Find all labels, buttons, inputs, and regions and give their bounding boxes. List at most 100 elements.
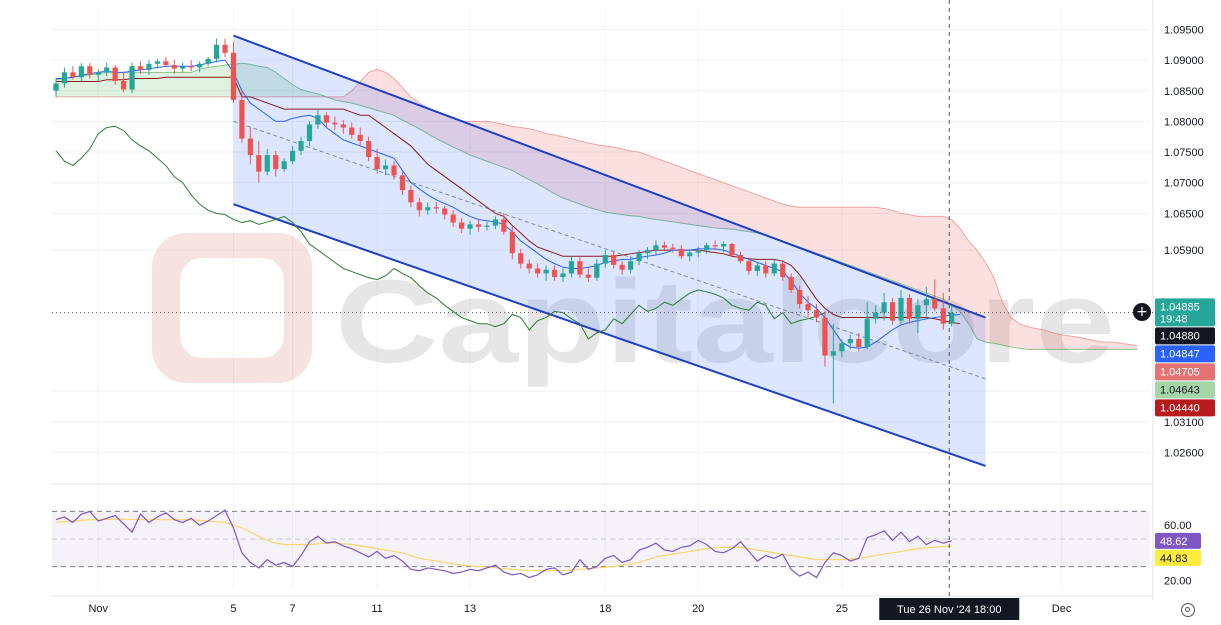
candle-body <box>197 63 203 68</box>
rsi-ma-badge <box>1155 549 1201 566</box>
candle-body <box>467 224 473 229</box>
candle-body <box>636 253 642 262</box>
cloud-area <box>326 69 1138 350</box>
candle-body <box>813 310 820 318</box>
price-badge <box>1155 345 1215 363</box>
senkou-span-b-line <box>56 68 1138 347</box>
candle-body <box>720 244 727 247</box>
candle-body <box>628 261 634 270</box>
price-badge <box>1155 381 1215 399</box>
price-badge-label: 1.04643 <box>1160 384 1200 396</box>
candle-body <box>239 99 245 139</box>
candle-body <box>213 44 220 59</box>
x-tick-label: 5 <box>230 603 236 615</box>
x-tick-label: 13 <box>464 603 476 615</box>
kijun-sen-line <box>56 76 961 325</box>
candle-body <box>247 138 253 156</box>
candle-body <box>484 225 490 227</box>
candle-body <box>298 141 304 151</box>
candle-body <box>805 304 811 311</box>
watermark: Capitalcore <box>152 233 1115 388</box>
chikou-span-line <box>55 125 826 340</box>
candle-body <box>915 305 921 319</box>
rsi-line <box>55 509 952 579</box>
candle-body <box>754 265 760 271</box>
candle-body <box>568 261 575 274</box>
candle-body <box>526 263 532 269</box>
candle-body <box>366 141 372 157</box>
candle-body <box>856 339 862 347</box>
candle-body <box>104 67 110 73</box>
rsi-tick-label: 60.00 <box>1164 520 1192 532</box>
candle-body <box>788 277 794 290</box>
gear-icon[interactable] <box>1181 603 1195 617</box>
candle-body <box>146 63 152 70</box>
candle-body <box>180 66 186 69</box>
candle-body <box>729 244 735 256</box>
candle-body <box>619 264 625 270</box>
price-badge <box>1155 327 1215 345</box>
candle-body <box>847 339 853 344</box>
price-badge-label: 1.04847 <box>1160 348 1200 360</box>
candle-body <box>425 207 431 211</box>
candle-body <box>594 263 600 278</box>
add-alert-icon[interactable]: + <box>1133 303 1151 321</box>
candle-body <box>949 312 955 324</box>
senkou-span-a-line <box>55 62 1138 350</box>
candle-body <box>687 252 693 257</box>
candle-body <box>306 124 313 142</box>
candle-body <box>205 58 211 64</box>
channel-fill <box>233 35 986 466</box>
y-tick-label: 1.07500 <box>1164 147 1204 159</box>
candle-body <box>281 161 287 170</box>
candle-body <box>670 247 676 249</box>
rsi-badge-label: 48.62 <box>1160 536 1188 548</box>
candle-body <box>763 265 769 274</box>
candle-body <box>560 273 566 278</box>
candle-body <box>906 297 913 319</box>
candle-body <box>746 261 752 271</box>
candle-body <box>433 207 439 209</box>
candle-body <box>129 66 135 90</box>
candle-body <box>712 245 718 247</box>
y-tick-label: 1.08000 <box>1164 116 1204 128</box>
y-tick-label: 1.05900 <box>1164 245 1204 257</box>
x-tick-label: 20 <box>692 603 704 615</box>
rsi-pane <box>52 509 1150 579</box>
candle-body <box>797 289 803 305</box>
candle-body <box>53 83 59 91</box>
price-badge <box>1155 399 1215 417</box>
candle-body <box>509 231 515 254</box>
time-badge <box>879 598 1020 620</box>
candle-body <box>357 134 363 142</box>
candle-body <box>61 72 68 84</box>
candle-body <box>171 65 177 69</box>
candle-body <box>518 253 524 264</box>
candle-body <box>87 66 93 75</box>
candle-body <box>501 219 507 232</box>
regression-channel[interactable] <box>233 34 986 467</box>
rsi-badge <box>1155 532 1201 549</box>
candle-body <box>349 127 355 135</box>
candle-body <box>332 122 338 125</box>
candle-body <box>290 150 296 162</box>
rsi-tick-label: 20.00 <box>1164 575 1192 587</box>
candle-body <box>830 351 836 356</box>
candle-body <box>340 124 346 128</box>
price-badge-countdown: 19:48 <box>1160 313 1188 325</box>
candle-body <box>585 274 591 278</box>
x-tick-label: 18 <box>599 603 611 615</box>
y-tick-label: 1.09500 <box>1164 24 1204 36</box>
candle-body <box>737 255 744 262</box>
x-tick-label: Dec <box>1052 603 1072 615</box>
price-badge <box>1155 363 1215 381</box>
candle-body <box>323 115 329 123</box>
candle-body <box>163 61 169 66</box>
y-tick-label: 1.03100 <box>1164 417 1204 429</box>
candles <box>53 38 955 404</box>
rsi-ma-badge-label: 44.83 <box>1160 553 1188 565</box>
candle-body <box>273 155 279 170</box>
candle-body <box>695 250 701 253</box>
